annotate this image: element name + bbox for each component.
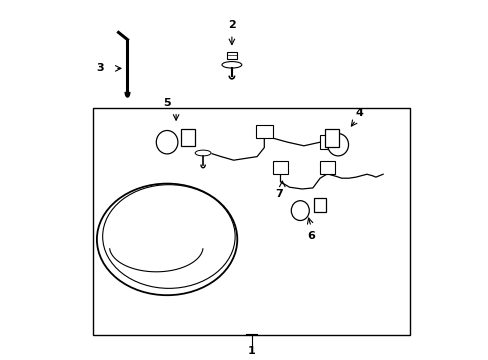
Bar [181,129,195,146]
Bar [319,135,334,149]
Ellipse shape [102,185,235,288]
Bar [226,52,237,59]
Text: 6: 6 [306,231,314,241]
Text: 5: 5 [163,98,171,108]
Ellipse shape [97,184,237,295]
Ellipse shape [327,134,348,156]
Text: 1: 1 [247,346,255,356]
Text: 3: 3 [97,63,104,73]
Ellipse shape [195,150,211,156]
Bar [325,129,338,147]
Bar [255,125,272,138]
Bar [93,108,409,335]
Ellipse shape [291,201,309,220]
Bar [272,161,287,174]
Ellipse shape [222,62,241,68]
Ellipse shape [156,131,178,154]
Bar [313,198,325,212]
Text: 2: 2 [227,20,235,30]
Bar [319,161,334,174]
Text: 7: 7 [274,189,282,199]
Text: 4: 4 [355,108,363,118]
